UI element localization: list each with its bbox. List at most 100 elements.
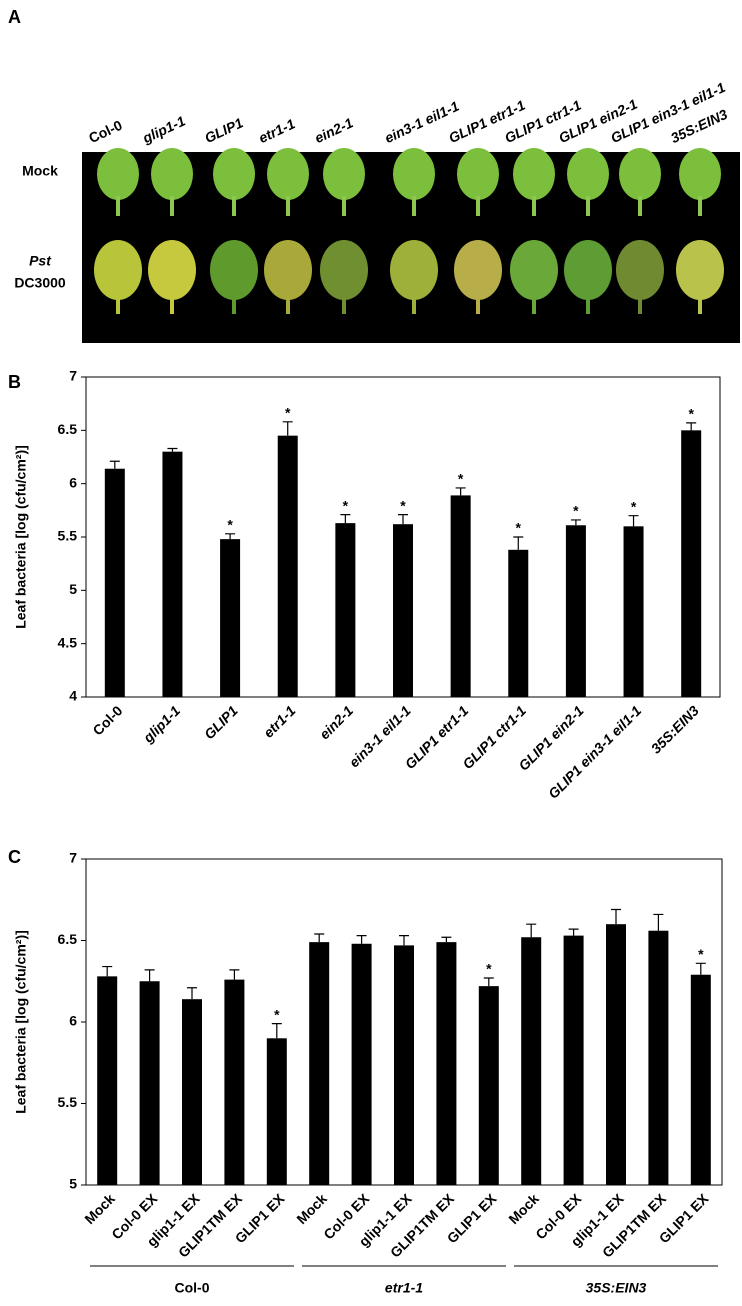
bar: [393, 524, 413, 697]
bar: [690, 974, 711, 1185]
bar: [394, 945, 414, 1185]
leaf: [676, 240, 724, 300]
leaf-stem: [342, 196, 346, 216]
error-bar: [102, 965, 113, 977]
bar: [104, 468, 125, 697]
x-tick-label: 35S:EIN3: [648, 702, 702, 756]
error-bar: [109, 460, 120, 469]
bar: [648, 930, 669, 1185]
leaf: [616, 240, 664, 300]
leaf-stem: [532, 296, 536, 314]
leaf: [457, 148, 499, 200]
significance-marker: *: [631, 498, 637, 514]
y-tick-label: 5.5: [58, 528, 78, 544]
leaf: [210, 240, 258, 300]
column-label: GLIP1: [202, 114, 246, 146]
x-tick-label: etr1-1: [260, 702, 298, 740]
y-tick-label: 7: [69, 850, 77, 866]
significance-marker: *: [458, 471, 464, 487]
bar: [266, 1038, 287, 1185]
leaf-stem: [342, 296, 346, 314]
y-axis-label: Leaf bacteria [log (cfu/cm²)]: [13, 930, 29, 1114]
error-bar: [628, 515, 639, 527]
bar: [182, 999, 202, 1185]
significance-marker: *: [400, 497, 406, 513]
x-tick-label: Col-0: [89, 702, 125, 738]
leaf: [564, 240, 612, 300]
error-bar: [187, 987, 197, 1000]
y-axis-label: Leaf bacteria [log (cfu/cm²)]: [13, 445, 29, 629]
row-label: DC3000: [14, 275, 66, 291]
error-bar: [356, 935, 367, 944]
leaf-stem: [286, 296, 290, 314]
x-tick-label: Mock: [81, 1190, 118, 1227]
leaf-stem: [698, 196, 702, 216]
leaf-stem: [170, 296, 174, 314]
leaf: [619, 148, 661, 200]
significance-marker: *: [227, 517, 233, 533]
y-tick-label: 4: [69, 688, 77, 704]
significance-marker: *: [486, 961, 492, 977]
row-label: Mock: [22, 163, 58, 179]
x-tick-label: GLIP1: [201, 702, 241, 742]
group-label: Col-0: [175, 1280, 210, 1296]
error-bar: [398, 514, 408, 525]
error-bar: [282, 421, 293, 436]
x-tick-label: ein2-1: [316, 702, 356, 742]
error-bar: [686, 422, 697, 431]
bar: [277, 435, 298, 697]
leaf: [393, 148, 435, 200]
bar: [681, 430, 702, 697]
leaf-stem: [586, 296, 590, 314]
x-tick-label: Mock: [505, 1190, 542, 1227]
leaf: [94, 240, 142, 300]
leaf: [151, 148, 193, 200]
error-bar: [167, 447, 178, 452]
error-bar: [229, 969, 240, 980]
y-tick-label: 5.5: [58, 1094, 78, 1110]
error-bar: [144, 969, 155, 982]
bar: [220, 539, 241, 697]
leaf-stem: [638, 196, 642, 216]
leaf: [264, 240, 312, 300]
leaf: [267, 148, 309, 200]
column-label: glip1-1: [139, 112, 188, 146]
bar: [335, 523, 356, 697]
group-label: 35S:EIN3: [586, 1280, 647, 1296]
y-tick-label: 4.5: [58, 634, 78, 650]
leaf: [213, 148, 255, 200]
leaf: [148, 240, 196, 300]
bar: [478, 986, 499, 1185]
panel-label: B: [8, 372, 21, 392]
y-tick-label: 6.5: [58, 931, 78, 947]
leaf-stem: [586, 196, 590, 216]
error-bar: [568, 928, 579, 936]
column-label: etr1-1: [256, 115, 298, 146]
bar: [224, 979, 245, 1185]
leaf: [454, 240, 502, 300]
y-tick-label: 6: [69, 1013, 77, 1029]
leaf-stem: [532, 196, 536, 216]
column-label: Col-0: [86, 117, 125, 146]
y-tick-label: 6: [69, 474, 77, 490]
significance-marker: *: [688, 406, 694, 422]
significance-marker: *: [274, 1006, 280, 1022]
leaf-stem: [116, 196, 120, 216]
y-tick-label: 7: [69, 368, 77, 384]
leaf: [97, 148, 139, 200]
bar: [162, 451, 183, 697]
error-bar: [340, 514, 351, 524]
error-bar: [455, 487, 466, 496]
leaf-stem: [116, 296, 120, 314]
bar: [563, 935, 584, 1185]
column-label: ein2-1: [312, 114, 356, 146]
leaf-stem: [698, 296, 702, 314]
significance-marker: *: [343, 497, 349, 513]
leaf: [679, 148, 721, 200]
significance-marker: *: [698, 946, 704, 962]
error-bar: [653, 913, 664, 931]
leaf: [320, 240, 368, 300]
error-bar: [483, 977, 494, 987]
bar: [450, 495, 471, 697]
significance-marker: *: [516, 520, 522, 536]
